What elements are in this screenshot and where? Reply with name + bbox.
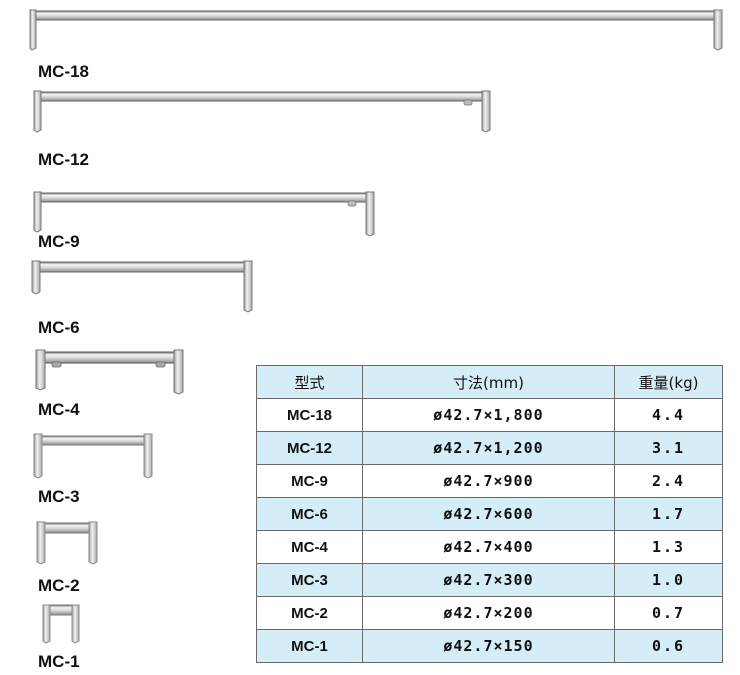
clamp-bar-mc-12-image	[32, 88, 494, 136]
table-row: MC-18 ø42.7×1,800 4.4	[256, 398, 723, 432]
cell-weight: 1.7	[614, 497, 723, 531]
clamp-bar-mc-1-image	[42, 603, 80, 647]
clamp-bar-mc-4-image	[34, 348, 186, 398]
cell-weight: 3.1	[614, 431, 723, 465]
cell-dimensions: ø42.7×600	[361, 497, 616, 531]
cell-dimensions: ø42.7×150	[361, 629, 616, 663]
table-row: MC-9 ø42.7×900 2.4	[256, 464, 723, 498]
header-model: 型式	[256, 365, 363, 399]
cell-model: MC-4	[256, 530, 363, 564]
table-row: MC-4 ø42.7×400 1.3	[256, 530, 723, 564]
model-label-mc-9: MC-9	[38, 232, 80, 251]
header-weight: 重量(kg)	[614, 365, 723, 399]
clamp-bar-mc-9-image	[32, 190, 378, 238]
cell-model: MC-3	[256, 563, 363, 597]
cell-weight: 0.7	[614, 596, 723, 630]
model-label-mc-2: MC-2	[38, 576, 80, 595]
table-row: MC-1 ø42.7×150 0.6	[256, 629, 723, 663]
clamp-bar-mc-18-image	[28, 8, 724, 54]
cell-model: MC-1	[256, 629, 363, 663]
cell-model: MC-2	[256, 596, 363, 630]
clamp-bar-mc-2-image	[36, 520, 98, 568]
table-header-row: 型式 寸法(mm) 重量(kg)	[256, 365, 723, 399]
table-row: MC-6 ø42.7×600 1.7	[256, 497, 723, 531]
cell-weight: 1.0	[614, 563, 723, 597]
table-row: MC-12 ø42.7×1,200 3.1	[256, 431, 723, 465]
cell-dimensions: ø42.7×1,800	[361, 398, 616, 432]
cell-model: MC-18	[256, 398, 363, 432]
cell-weight: 1.3	[614, 530, 723, 564]
cell-dimensions: ø42.7×900	[361, 464, 616, 498]
header-dimensions: 寸法(mm)	[361, 365, 616, 399]
cell-model: MC-12	[256, 431, 363, 465]
spec-table: 型式 寸法(mm) 重量(kg) MC-18 ø42.7×1,800 4.4 M…	[256, 365, 723, 663]
cell-dimensions: ø42.7×1,200	[361, 431, 616, 465]
cell-model: MC-6	[256, 497, 363, 531]
cell-weight: 0.6	[614, 629, 723, 663]
cell-dimensions: ø42.7×400	[361, 530, 616, 564]
model-label-mc-1: MC-1	[38, 652, 80, 671]
clamp-bar-mc-6-image	[30, 258, 256, 314]
cell-weight: 2.4	[614, 464, 723, 498]
table-row: MC-3 ø42.7×300 1.0	[256, 563, 723, 597]
table-row: MC-2 ø42.7×200 0.7	[256, 596, 723, 630]
cell-weight: 4.4	[614, 398, 723, 432]
model-label-mc-6: MC-6	[38, 318, 80, 337]
clamp-bar-mc-3-image	[32, 432, 156, 482]
cell-dimensions: ø42.7×200	[361, 596, 616, 630]
cell-dimensions: ø42.7×300	[361, 563, 616, 597]
cell-model: MC-9	[256, 464, 363, 498]
model-label-mc-12: MC-12	[38, 150, 90, 169]
model-label-mc-18: MC-18	[38, 62, 90, 81]
model-label-mc-4: MC-4	[38, 400, 80, 419]
model-label-mc-3: MC-3	[38, 487, 80, 506]
